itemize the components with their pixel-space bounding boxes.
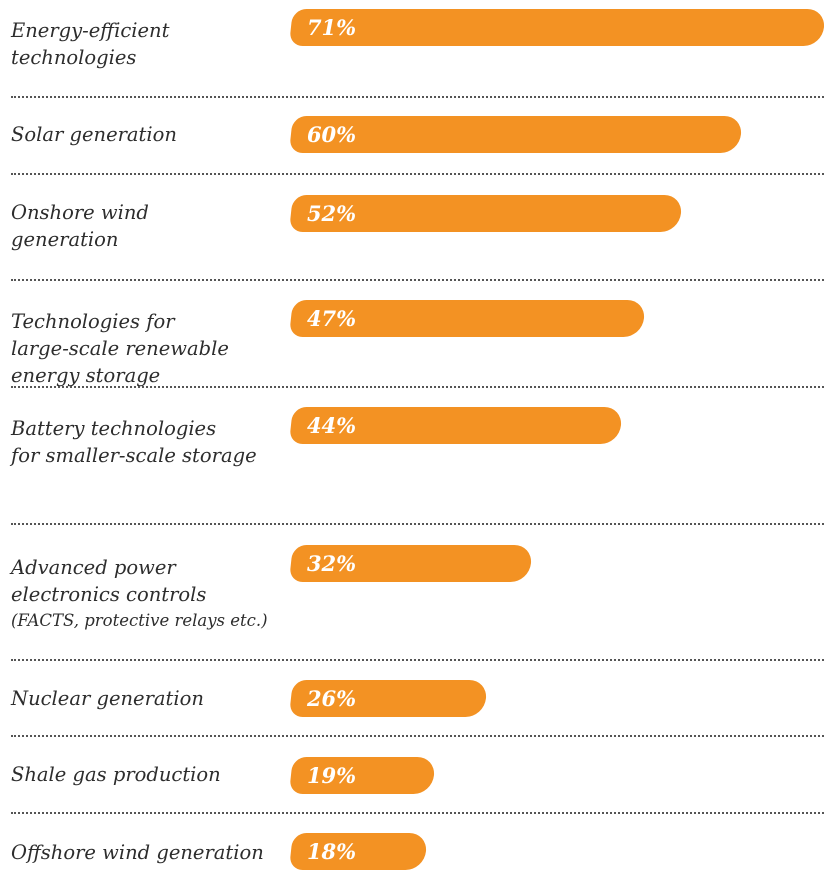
bar-value-label: 32% — [306, 551, 357, 576]
category-label: Energy-efficient technologies — [11, 17, 286, 71]
bar: 60% — [289, 116, 743, 153]
bar: 19% — [289, 757, 436, 794]
category-label-line: Solar generation — [11, 123, 177, 146]
row-divider — [11, 386, 824, 388]
category-label: Battery technologies for smaller-scale st… — [11, 415, 286, 469]
category-label-line: generation — [11, 228, 119, 251]
category-label-line: energy storage — [11, 364, 161, 387]
bar: 44% — [289, 407, 623, 444]
category-label-line: Advanced power — [11, 556, 176, 579]
row-divider — [11, 659, 824, 661]
category-label-line: Onshore wind — [11, 201, 149, 224]
category-label-line: for smaller-scale storage — [11, 444, 257, 467]
bar-value-label: 52% — [306, 201, 357, 226]
category-label-line: Nuclear generation — [11, 687, 204, 710]
bar: 18% — [289, 833, 428, 870]
category-label-line: Battery technologies — [11, 417, 217, 440]
category-label-line: technologies — [11, 46, 137, 69]
category-label: Advanced power electronics controls (FACTS… — [11, 554, 286, 634]
category-label: Nuclear generation — [11, 685, 286, 712]
row-divider — [11, 96, 824, 98]
bar-value-label: 19% — [306, 763, 357, 788]
category-label: Solar generation — [11, 121, 286, 148]
bar-value-label: 44% — [306, 413, 357, 438]
bar-value-label: 60% — [306, 122, 357, 147]
bar-value-label: 26% — [306, 686, 357, 711]
row-divider — [11, 173, 824, 175]
bar: 26% — [289, 680, 488, 717]
category-label-line: electronics controls — [11, 583, 207, 606]
category-label-line: Shale gas production — [11, 763, 221, 786]
bar: 52% — [289, 195, 683, 232]
category-label: Offshore wind generation — [11, 839, 286, 866]
row-divider — [11, 735, 824, 737]
category-label: Shale gas production — [11, 761, 286, 788]
category-label-line: Energy-efficient — [11, 19, 170, 42]
category-label: Technologies for large-scale renewable ene… — [11, 308, 286, 389]
bar-value-label: 18% — [306, 839, 357, 864]
bar: 32% — [289, 545, 533, 582]
category-label-line: (FACTS, protective relays etc.) — [11, 611, 268, 630]
bar: 71% — [289, 9, 824, 46]
bar-value-label: 47% — [306, 306, 357, 331]
bar-value-label: 71% — [306, 15, 357, 40]
row-divider — [11, 279, 824, 281]
category-label-line: large-scale renewable — [11, 337, 229, 360]
category-label-line: Technologies for — [11, 310, 175, 333]
row-divider — [11, 523, 824, 525]
row-divider — [11, 812, 824, 814]
category-label: Onshore wind generation — [11, 199, 286, 253]
bar: 47% — [289, 300, 646, 337]
category-label-line: Offshore wind generation — [11, 841, 264, 864]
